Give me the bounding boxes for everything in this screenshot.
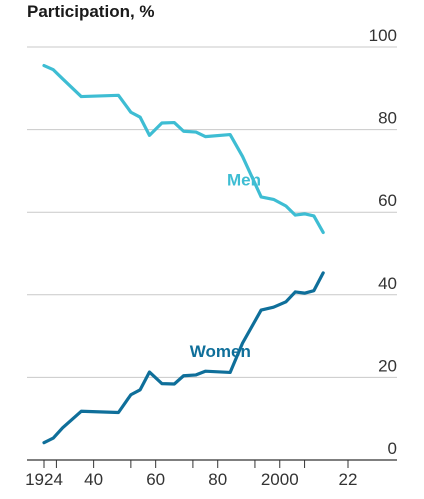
x-tick-label-2000: 2000: [261, 470, 299, 489]
series-label-men: Men: [227, 170, 261, 189]
y-tick-label-0: 0: [388, 439, 397, 458]
x-tick-label-80: 80: [208, 470, 227, 489]
gridlines: [27, 46, 397, 461]
series-line-men: [42, 63, 325, 235]
series-label-women: Women: [190, 342, 251, 361]
series: Men Women: [42, 63, 325, 445]
y-tick-label-80: 80: [378, 109, 397, 128]
x-axis: 1924 40 60 80 2000 22: [25, 460, 357, 489]
series-line-women: [42, 271, 325, 445]
y-tick-label-40: 40: [378, 274, 397, 293]
x-tick-label-40: 40: [84, 470, 103, 489]
y-tick-label-20: 20: [378, 356, 397, 375]
y-tick-label-100: 100: [369, 26, 397, 45]
y-tick-labels: 0 20 40 60 80 100: [369, 26, 397, 458]
x-tick-label-1924: 1924: [25, 470, 63, 489]
x-tick-label-60: 60: [146, 470, 165, 489]
y-axis-title: Participation, %: [27, 2, 155, 21]
x-tick-label-22: 22: [339, 470, 358, 489]
y-tick-label-60: 60: [378, 191, 397, 210]
